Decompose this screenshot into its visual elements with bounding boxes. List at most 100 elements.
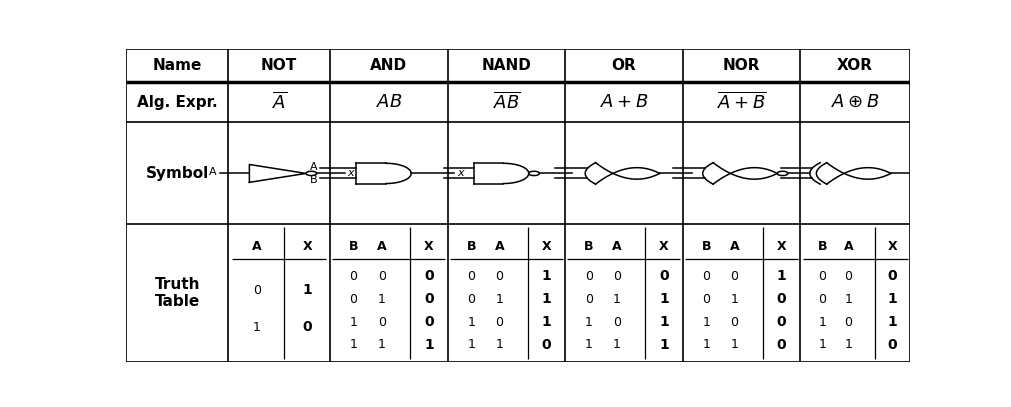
Text: NOT: NOT <box>261 58 297 73</box>
Text: OR: OR <box>612 58 636 73</box>
Text: 0: 0 <box>659 269 668 283</box>
Text: X: X <box>659 240 668 253</box>
Text: X: X <box>542 240 551 253</box>
Text: $\overline{A + B}$: $\overline{A + B}$ <box>717 92 766 112</box>
Text: x: x <box>457 168 464 178</box>
Text: 1: 1 <box>467 339 475 352</box>
Text: X: X <box>776 240 787 253</box>
Text: 1: 1 <box>378 339 386 352</box>
Text: 0: 0 <box>467 293 475 306</box>
Text: A: A <box>377 240 386 253</box>
Text: 1: 1 <box>844 293 852 306</box>
Text: 1: 1 <box>350 339 358 352</box>
Text: 1: 1 <box>467 315 475 328</box>
Text: 1: 1 <box>613 293 621 306</box>
Text: 1: 1 <box>542 292 551 306</box>
Text: 0: 0 <box>424 292 434 306</box>
Text: XOR: XOR <box>837 58 874 73</box>
Text: 1: 1 <box>303 283 312 297</box>
Text: X: X <box>888 240 897 253</box>
Text: Alg. Expr.: Alg. Expr. <box>137 94 217 109</box>
Text: B: B <box>818 240 827 253</box>
Text: Symbol: Symbol <box>146 166 209 181</box>
Text: 1: 1 <box>888 315 897 329</box>
Text: B: B <box>309 175 317 185</box>
Text: 0: 0 <box>888 269 897 283</box>
Text: 0: 0 <box>776 315 787 329</box>
Text: 0: 0 <box>303 320 312 334</box>
Text: 1: 1 <box>659 338 668 352</box>
Text: Truth
Table: Truth Table <box>155 277 200 309</box>
Text: 0: 0 <box>730 269 738 282</box>
Text: $\overline{A}$: $\overline{A}$ <box>272 92 287 112</box>
Text: $AB$: $AB$ <box>376 93 402 111</box>
Text: 0: 0 <box>818 293 826 306</box>
Text: X: X <box>303 240 312 253</box>
Text: 1: 1 <box>542 315 551 329</box>
Text: A: A <box>252 240 262 253</box>
Text: $\overline{AB}$: $\overline{AB}$ <box>492 92 521 112</box>
Text: 0: 0 <box>467 269 475 282</box>
Text: 0: 0 <box>584 293 592 306</box>
Text: 0: 0 <box>378 269 386 282</box>
Text: 1: 1 <box>703 339 710 352</box>
Text: 1: 1 <box>731 339 738 352</box>
Text: 1: 1 <box>424 338 434 352</box>
Text: 1: 1 <box>495 339 503 352</box>
Text: 0: 0 <box>888 338 897 352</box>
Text: 0: 0 <box>542 338 551 352</box>
Text: 1: 1 <box>350 315 358 328</box>
Text: 0: 0 <box>613 269 621 282</box>
Text: A: A <box>494 240 504 253</box>
Text: 0: 0 <box>818 269 826 282</box>
Text: 1: 1 <box>776 269 787 283</box>
Text: 1: 1 <box>844 339 852 352</box>
Text: 0: 0 <box>844 315 852 328</box>
Text: $A + B$: $A + B$ <box>600 93 648 111</box>
Text: B: B <box>584 240 593 253</box>
Text: 0: 0 <box>378 315 386 328</box>
Text: 1: 1 <box>731 293 738 306</box>
Text: NOR: NOR <box>723 58 760 73</box>
Text: 0: 0 <box>584 269 592 282</box>
Text: A: A <box>209 166 216 177</box>
Text: 1: 1 <box>659 315 668 329</box>
Text: $A \oplus B$: $A \oplus B$ <box>831 93 880 111</box>
Text: 1: 1 <box>584 315 592 328</box>
Text: 0: 0 <box>495 315 503 328</box>
Text: 0: 0 <box>424 315 434 329</box>
Text: 0: 0 <box>703 293 710 306</box>
Text: 1: 1 <box>818 339 826 352</box>
Text: 0: 0 <box>844 269 852 282</box>
Text: X: X <box>424 240 434 253</box>
Text: A: A <box>843 240 853 253</box>
Text: B: B <box>702 240 711 253</box>
Text: 0: 0 <box>495 269 503 282</box>
Text: A: A <box>730 240 739 253</box>
Text: 0: 0 <box>776 292 787 306</box>
Text: A: A <box>309 162 317 172</box>
Text: 1: 1 <box>584 339 592 352</box>
Text: 0: 0 <box>253 284 261 297</box>
Text: B: B <box>466 240 476 253</box>
Text: 1: 1 <box>378 293 386 306</box>
Text: 1: 1 <box>659 292 668 306</box>
Text: 0: 0 <box>424 269 434 283</box>
Text: 0: 0 <box>613 315 621 328</box>
Text: 1: 1 <box>542 269 551 283</box>
Text: x: x <box>348 168 354 178</box>
Text: 0: 0 <box>730 315 738 328</box>
Text: 0: 0 <box>776 338 787 352</box>
Text: 1: 1 <box>495 293 503 306</box>
Text: 0: 0 <box>350 293 358 306</box>
Text: 0: 0 <box>350 269 358 282</box>
Text: Name: Name <box>153 58 202 73</box>
Text: B: B <box>349 240 358 253</box>
Text: 0: 0 <box>703 269 710 282</box>
Text: NAND: NAND <box>481 58 532 73</box>
Text: 1: 1 <box>818 315 826 328</box>
Text: 1: 1 <box>888 292 897 306</box>
Text: 1: 1 <box>613 339 621 352</box>
Text: A: A <box>612 240 622 253</box>
Text: 1: 1 <box>703 315 710 328</box>
